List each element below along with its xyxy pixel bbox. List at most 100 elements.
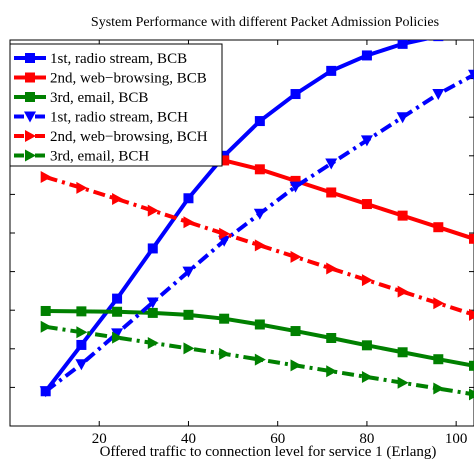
data-point-marker <box>397 376 409 389</box>
data-point-marker <box>360 135 373 147</box>
data-point-marker <box>326 332 337 343</box>
data-point-marker <box>39 386 52 398</box>
x-tick-label: 80 <box>359 431 374 447</box>
data-point-marker <box>396 112 409 124</box>
x-tick-label: 40 <box>181 431 196 447</box>
data-point-marker <box>76 339 87 350</box>
data-point-marker <box>112 306 123 317</box>
data-point-marker <box>183 216 195 229</box>
legend-label: 3rd, email, BCB <box>50 90 148 106</box>
data-point-marker <box>25 149 36 162</box>
data-point-marker <box>469 360 474 371</box>
data-point-marker <box>290 89 301 100</box>
data-point-marker <box>397 40 408 49</box>
series-5 <box>40 171 474 321</box>
data-point-marker <box>361 340 372 351</box>
legend-item: 1st, radio stream, BCH <box>14 110 188 126</box>
legend-item: 3rd, email, BCH <box>14 149 149 165</box>
series-3 <box>40 305 474 371</box>
data-point-marker <box>326 65 337 76</box>
legend-item: 2nd, web−browsing, BCB <box>14 71 207 87</box>
data-point-marker <box>254 164 265 175</box>
data-point-marker <box>182 266 195 278</box>
data-point-marker <box>254 116 265 127</box>
data-point-marker <box>25 72 35 83</box>
x-tick-label: 20 <box>92 431 107 447</box>
data-point-marker <box>147 243 158 254</box>
data-point-marker <box>76 306 87 317</box>
data-point-marker <box>25 53 35 63</box>
data-point-marker <box>40 171 52 184</box>
x-axis-label: Offered traffic to connection level for … <box>100 444 437 460</box>
data-point-marker <box>112 193 124 206</box>
chart-title: System Performance with different Packet… <box>91 15 439 30</box>
legend-item: 1st, radio stream, BCB <box>14 51 187 67</box>
data-point-marker <box>183 342 195 355</box>
data-point-marker <box>433 222 444 233</box>
data-point-marker <box>219 227 231 240</box>
data-point-marker <box>219 347 231 360</box>
data-point-marker <box>76 326 88 339</box>
data-point-marker <box>25 130 36 142</box>
data-point-marker <box>24 111 36 123</box>
data-point-marker <box>253 208 266 220</box>
data-point-marker <box>112 331 124 344</box>
data-point-marker <box>397 285 409 298</box>
data-point-marker <box>147 307 158 318</box>
data-point-marker <box>219 155 230 166</box>
x-tick-label: 100 <box>445 431 468 447</box>
data-point-marker <box>147 204 159 217</box>
data-point-marker <box>147 337 159 350</box>
data-point-marker <box>254 353 266 366</box>
data-point-marker <box>397 347 408 358</box>
data-point-marker <box>40 305 51 316</box>
data-point-marker <box>325 158 338 170</box>
data-point-marker <box>290 359 302 372</box>
data-point-marker <box>290 250 302 263</box>
data-point-marker <box>326 365 338 378</box>
data-point-marker <box>433 382 445 395</box>
data-point-marker <box>183 193 194 204</box>
data-point-marker <box>361 50 372 61</box>
data-point-marker <box>290 175 301 186</box>
data-point-marker <box>219 313 230 324</box>
x-tick-label: 60 <box>270 431 285 447</box>
series-4 <box>39 69 474 398</box>
data-point-marker <box>469 308 474 321</box>
data-point-marker <box>112 293 123 304</box>
data-point-marker <box>75 359 88 371</box>
legend-box <box>9 43 223 167</box>
data-point-marker <box>146 297 159 309</box>
data-point-marker <box>183 309 194 320</box>
data-point-marker <box>76 181 88 194</box>
data-point-marker <box>254 239 266 252</box>
data-point-marker <box>40 320 52 333</box>
legend-label: 1st, radio stream, BCH <box>50 110 188 126</box>
data-point-marker <box>326 187 337 198</box>
data-point-marker <box>361 199 372 210</box>
data-point-marker <box>289 181 302 193</box>
data-point-marker <box>469 233 474 244</box>
data-point-marker <box>290 326 301 337</box>
legend-item: 3rd, email, BCB <box>14 90 148 106</box>
legend-label: 3rd, email, BCH <box>50 149 149 165</box>
data-point-marker <box>468 69 474 81</box>
data-point-marker <box>326 262 338 275</box>
x-axis: 20 40 60 80 100 <box>10 40 474 447</box>
data-point-marker <box>469 25 474 35</box>
legend-label: 2nd, web−browsing, BCB <box>50 71 207 87</box>
data-point-marker <box>254 319 265 330</box>
data-point-marker <box>361 370 373 383</box>
data-point-marker <box>433 40 444 42</box>
legend: 1st, radio stream, BCB 2nd, web−browsing,… <box>9 43 223 167</box>
data-point-marker <box>25 92 35 102</box>
data-point-marker <box>433 297 445 310</box>
data-point-marker <box>469 388 474 401</box>
legend-label: 1st, radio stream, BCB <box>50 51 187 67</box>
legend-label: 2nd, web−browsing, BCH <box>50 129 208 145</box>
data-point-marker <box>432 89 445 101</box>
data-point-marker <box>433 354 444 365</box>
data-point-marker <box>397 210 408 221</box>
data-point-marker <box>111 328 124 340</box>
